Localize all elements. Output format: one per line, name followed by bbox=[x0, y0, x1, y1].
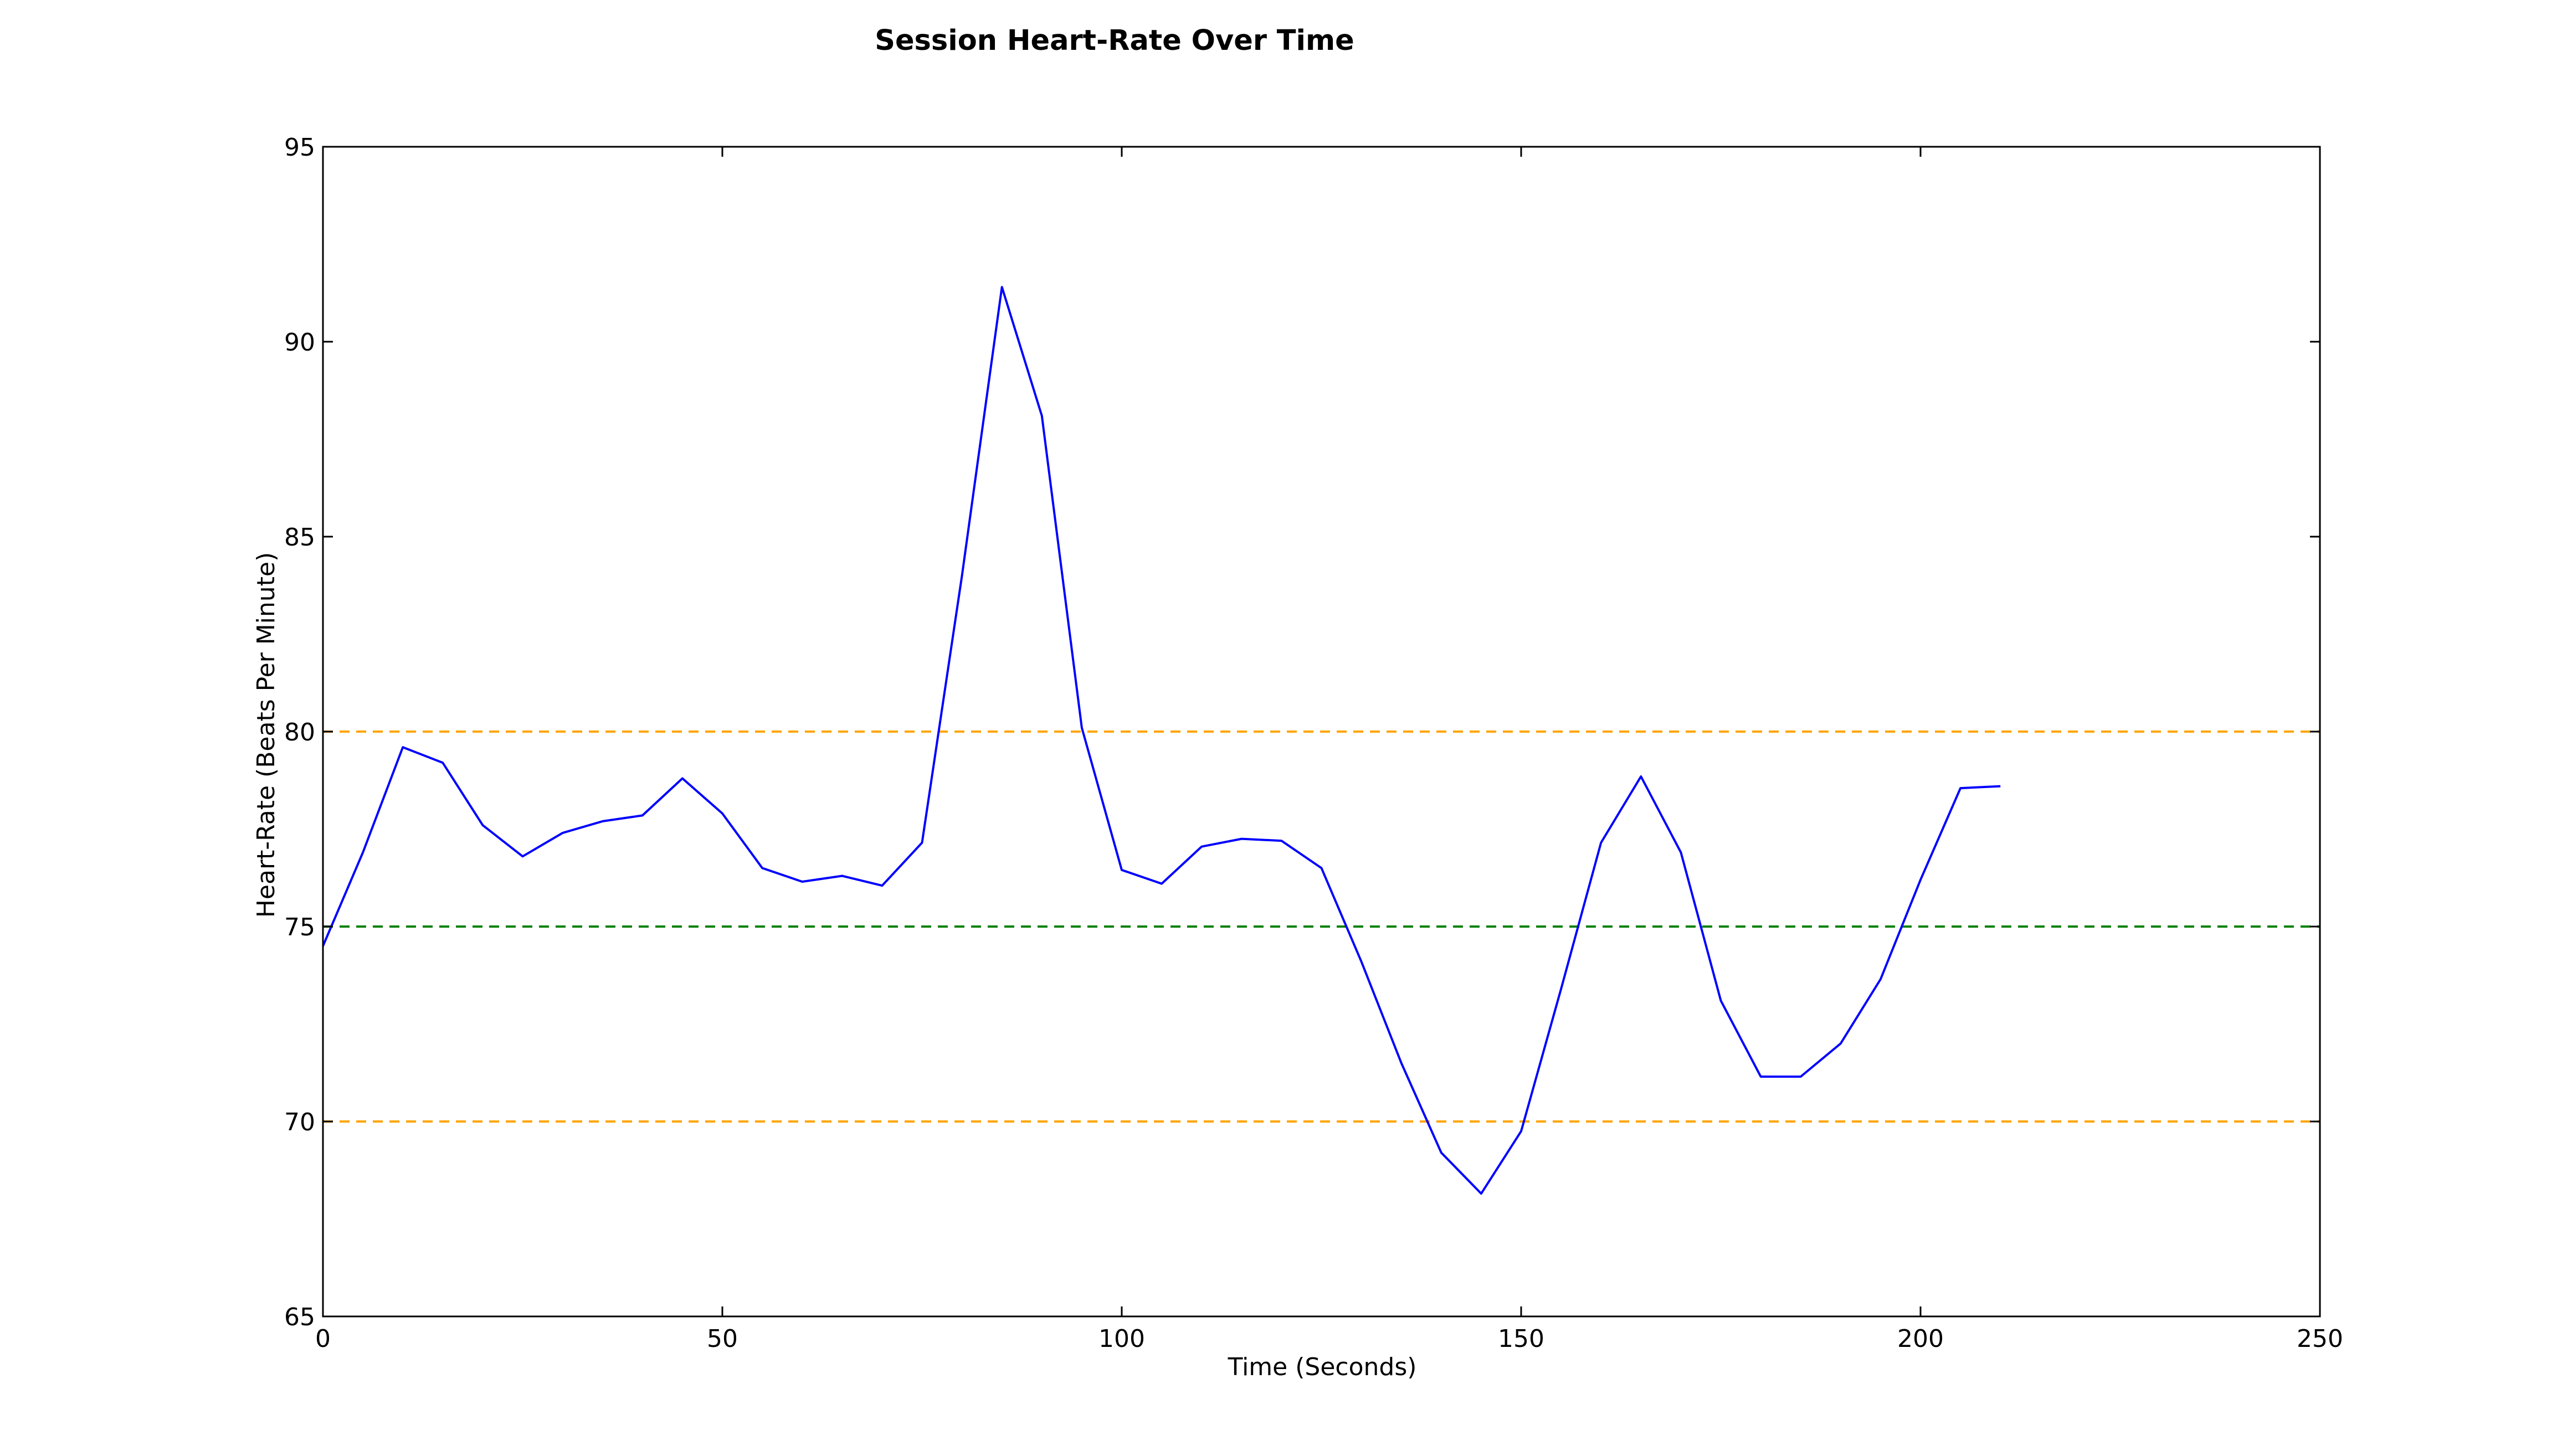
y-tick-label: 85 bbox=[284, 523, 315, 552]
y-tick-label: 70 bbox=[284, 1108, 315, 1136]
y-tick-label: 75 bbox=[284, 913, 315, 941]
x-tick-label: 250 bbox=[2297, 1325, 2343, 1353]
chart-title: Session Heart-Rate Over Time bbox=[875, 24, 1354, 57]
x-tick-label: 0 bbox=[315, 1325, 331, 1353]
x-axis-label: Time (Seconds) bbox=[1228, 1353, 1417, 1381]
x-tick-label: 150 bbox=[1498, 1325, 1544, 1353]
x-tick-label: 50 bbox=[707, 1325, 738, 1353]
x-tick-label: 200 bbox=[1897, 1325, 1944, 1353]
x-tick-label: 100 bbox=[1098, 1325, 1145, 1353]
y-tick-label: 65 bbox=[284, 1303, 315, 1331]
plot-area: 0 50 100 150 200 250 65 70 75 80 85 90 95 bbox=[284, 133, 2343, 1353]
series-line-0 bbox=[322, 286, 2001, 1195]
y-tick-label: 95 bbox=[284, 133, 315, 162]
y-tick-label: 80 bbox=[284, 718, 315, 747]
y-axis-label: Heart-Rate (Beats Per Minute) bbox=[252, 552, 280, 918]
y-tick-label: 90 bbox=[284, 328, 315, 357]
